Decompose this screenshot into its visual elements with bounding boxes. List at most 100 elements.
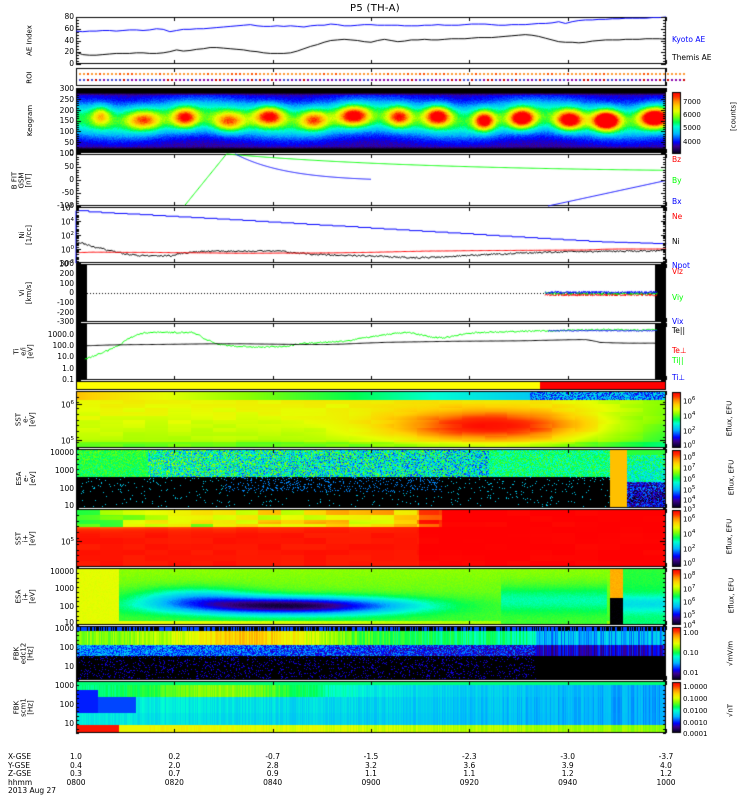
colorbar-label-esa-e: Eflux, EFU [727,459,736,496]
y-tick-label: 10000 [50,566,74,576]
colorbar-tick: 106 [683,597,696,607]
legend-bz: Bz [672,155,682,164]
y-tick-label: 100 [59,642,74,652]
y-tick-label: 10 [64,718,74,728]
colorbar-tick: 100 [683,440,696,450]
colorbar-tick: 0.0001 [683,730,708,738]
colorbar-tick: 106 [683,474,696,484]
y-tick-label: 10 [64,661,74,671]
legend-viz: Viz [672,267,683,276]
colorbar-tick: 105 [683,485,696,495]
colorbar-tick: 5000 [683,124,701,132]
y-tick-label: 150 [59,116,74,126]
y-tick-label: 100.0 [52,341,74,350]
colorbar-label-sst-e: Eflux, EFU [725,400,734,437]
xaxis-date: 2013 Aug 27 [8,786,57,796]
xaxis-tick-value: 1.2 [561,769,574,779]
colorbar-tick: 107 [683,584,696,594]
colorbar-tick: 104 [683,529,696,539]
xaxis-tick-value: 2.0 [168,760,181,770]
colorbar-label-sst-i: Eflux, EFU [725,518,734,555]
y-tick-label: 80 [64,12,74,22]
colorbar-tick: 4000 [683,138,701,146]
xaxis-tick-value: 1000 [656,777,676,787]
y-tick-label: 1000 [54,466,74,476]
xaxis-tick-value: 2.8 [266,760,279,770]
colorbar-tick: 108 [683,452,696,462]
legend-by: By [672,176,682,185]
y-tick-label: 10000 [50,447,74,457]
colorbar-tick: 106 [683,396,696,406]
y-tick-label: -200 [56,307,74,317]
xaxis-row-label-y-gse: Y-GSE [8,760,30,770]
xaxis-tick-value: -0.7 [265,752,280,761]
y-tick-label: 10-2 [58,259,74,269]
xaxis-tick-value: 3.6 [463,760,476,770]
y-tick-label: -300 [56,317,74,327]
colorbar-tick: 0.0100 [683,707,708,715]
colorbar-tick: 106 [683,514,696,524]
legend-te-par: Te|| [672,326,685,335]
xaxis-tick-value: 0900 [361,777,381,787]
y-tick-label: 300 [59,84,74,94]
xaxis-row-label-hhmm: hhmm [8,777,33,787]
y-tick-label: 106 [60,203,74,213]
y-tick-label: 0.1 [62,375,74,385]
colorbar-tick: 102 [683,544,696,554]
y-tick-label: 1000 [54,681,74,691]
y-tick-label: 100 [59,149,74,159]
xaxis-tick-value: -3.0 [560,752,575,761]
colorbar-tick: 104 [683,620,696,630]
y-tick-label: 106 [60,400,74,410]
legend-kyoto-ae: Kyoto AE [672,35,706,44]
xaxis-tick-value: 3.2 [365,760,377,770]
xaxis-tick-value: 4.0 [660,760,672,770]
y-tick-label: 20 [64,47,74,57]
y-tick-label: 100 [59,484,74,494]
xaxis-tick-value: 0.2 [168,752,181,761]
y-tick-label: 100 [59,601,74,611]
colorbar-tick: 6000 [683,111,701,119]
legend-vix: Vix [672,317,684,326]
legend-te-perp: Te⊥ [672,346,687,355]
y-tick-label: 105 [60,436,74,446]
colorbar-tick: 104 [683,411,696,421]
xaxis-tick-value: 0.7 [168,769,181,779]
y-tick-label: 300 [59,259,74,269]
y-tick-label: 0 [69,175,74,185]
y-tick-label: 1000 [54,624,74,634]
colorbar-tick: 0.1000 [683,695,708,703]
colorbar-tick: 0.0010 [683,719,708,727]
y-tick-label: 60 [64,23,74,33]
y-tick-label: 105 [60,537,74,547]
colorbar-tick: 1.00 [683,629,699,637]
colorbar-tick: 108 [683,571,696,581]
xaxis-tick-value: 0820 [164,777,184,787]
y-tick-label: 0 [69,148,74,158]
xaxis-tick-value: 0840 [263,777,283,787]
y-tick-label: 1000 [54,584,74,594]
colorbar-tick: 102 [683,426,696,436]
y-tick-label: 0 [69,59,74,69]
xaxis-tick-value: 1.2 [660,769,672,779]
y-tick-label: 50 [64,162,74,172]
xaxis-tick-value: -3.7 [658,752,674,761]
y-tick-label: 0 [69,288,74,298]
legend-viy: Viy [672,293,684,302]
xaxis-tick-value: 1.1 [365,769,377,779]
xaxis-tick-value: 0.4 [70,760,82,770]
xaxis-row-label-z-gse: Z-GSE [8,769,32,779]
legend-ni: Ni [672,237,680,246]
colorbar-tick: 103 [683,504,696,514]
xaxis-tick-value: 0.9 [266,769,279,779]
y-tick-label: 10 [64,618,74,628]
colorbar-tick: 1.0000 [683,683,708,691]
legend-ti-par: Ti|| [672,356,684,365]
colorbar-tick: 0.01 [683,669,699,677]
xaxis-tick-value: 0940 [558,777,578,787]
legend-npot: Npot [672,261,690,270]
colorbar-tick: 100 [683,558,696,568]
colorbar-label-fbk-edc12: √mV/m [726,640,735,667]
